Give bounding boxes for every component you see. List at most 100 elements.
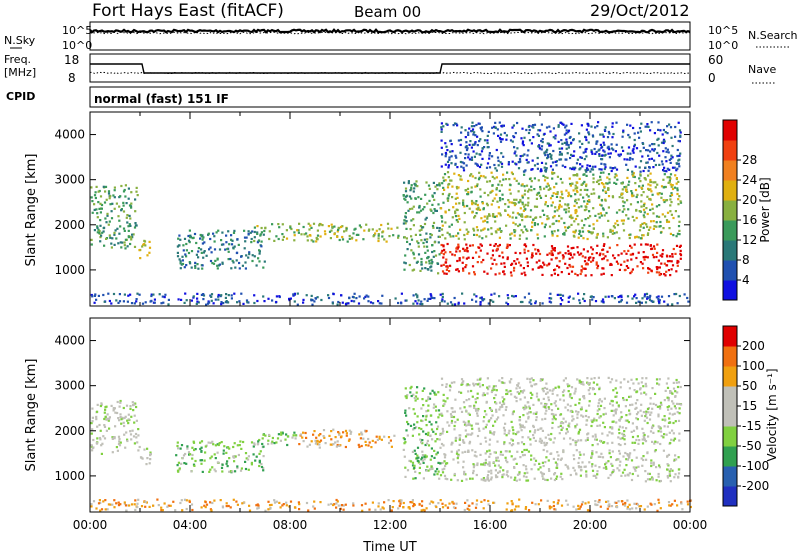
- velocity-cell-1694: [552, 415, 555, 418]
- power-cell-1154: [553, 172, 556, 175]
- power-cell-1997: [445, 145, 448, 148]
- power-cell-930: [589, 256, 592, 259]
- velocity-cell-1875: [211, 501, 214, 505]
- power-cell-1665: [561, 197, 564, 200]
- power-cell-65: [110, 217, 114, 220]
- velocity-cell-1934: [119, 503, 122, 506]
- power-cell-1196: [463, 233, 466, 237]
- power-cell-190: [209, 237, 212, 241]
- velocity-cell-248: [220, 466, 224, 469]
- velocity-cell-86: [135, 405, 138, 409]
- velocity-cell-401: [388, 441, 391, 445]
- velocity-cell-1411: [655, 378, 659, 381]
- velocity-cell-1447: [654, 440, 657, 443]
- power-cell-91: [122, 204, 125, 207]
- velocity-cell-1817: [236, 503, 239, 506]
- power-cell-307: [217, 264, 220, 267]
- velocity-cell-943: [490, 469, 493, 472]
- velocity-cell-1749: [169, 504, 172, 507]
- power-cell-1932: [575, 162, 579, 165]
- velocity-cell-1494: [619, 437, 622, 440]
- power-cell-94: [106, 214, 109, 217]
- power-cell-1800: [475, 200, 478, 203]
- power-cell-131: [99, 202, 102, 205]
- velocity-cell-1214: [503, 441, 506, 444]
- power-cell-2619: [340, 294, 343, 297]
- power-cell-1320: [637, 236, 640, 239]
- power-cell-511: [417, 196, 420, 199]
- velocity-cell-975: [491, 432, 494, 435]
- velocity-cell-2048: [483, 499, 486, 502]
- velocity-cell-1112: [657, 430, 660, 433]
- velocity-colorbar-segment-5: [723, 386, 737, 407]
- velocity-cell-231: [191, 446, 194, 449]
- power-cell-61: [133, 226, 137, 229]
- power-cell-2616: [262, 295, 265, 298]
- power-cell-2057: [440, 146, 443, 149]
- velocity-cell-1998: [515, 505, 518, 508]
- velocity-cell-219: [234, 455, 237, 458]
- velocity-cell-1710: [441, 427, 444, 430]
- power-cell-294: [249, 231, 252, 234]
- velocity-cell-520: [425, 415, 428, 418]
- power-cell-1483: [600, 204, 603, 207]
- velocity-cell-1257: [668, 412, 671, 415]
- velocity-cell-1131: [510, 444, 513, 447]
- velocity-cell-715: [548, 469, 551, 472]
- velocity-cell-680: [488, 464, 491, 467]
- power-cell-194: [201, 267, 204, 270]
- power-cell-537: [430, 233, 433, 237]
- velocity-cell-665: [490, 472, 493, 475]
- velocity-cell-1540: [615, 391, 619, 394]
- power-cell-1529: [488, 214, 491, 217]
- velocity-cell-475: [421, 450, 424, 453]
- power-cell-2437: [217, 298, 220, 301]
- velocity-cell-1036: [470, 433, 473, 436]
- velocity-cell-879: [605, 461, 608, 464]
- power-cell-2148: [511, 140, 514, 143]
- power-cell-2121: [567, 129, 571, 132]
- power-cell-944: [440, 251, 443, 254]
- velocity-cell-1198: [475, 422, 478, 425]
- power-cell-80: [125, 202, 128, 205]
- power-cell-79: [126, 214, 129, 217]
- power-cell-1783: [575, 202, 578, 205]
- velocity-cell-1747: [669, 441, 672, 445]
- power-cell-2055: [491, 155, 494, 158]
- velocity-cell-2007: [552, 501, 555, 504]
- power-cell-1431: [586, 188, 589, 192]
- power-cell-2410: [643, 293, 647, 296]
- velocity-cell-1743: [523, 408, 526, 411]
- power-cell-1901: [540, 123, 543, 126]
- velocity-cell-341: [360, 431, 363, 434]
- velocity-cell-776: [630, 459, 634, 462]
- power-cell-2279: [470, 156, 473, 159]
- power-cell-1520: [627, 183, 630, 186]
- velocity-cell-353: [375, 435, 378, 438]
- velocity-cell-1548: [533, 431, 536, 434]
- power-cell-2376: [549, 165, 553, 168]
- velocity-cell-1026: [621, 426, 624, 429]
- power-cell-2300: [626, 123, 629, 126]
- power-cell-92: [129, 217, 132, 220]
- freq-tick-bottom: 8: [68, 71, 76, 85]
- velocity-cell-1200: [602, 413, 605, 416]
- velocity-cell-26: [104, 408, 107, 411]
- power-cell-1348: [642, 191, 645, 194]
- power-cell-1836: [588, 164, 591, 168]
- velocity-cell-104: [105, 418, 108, 421]
- power-cell-1943: [545, 126, 549, 129]
- velocity-cell-1124: [532, 436, 535, 440]
- power-cell-1632: [551, 172, 554, 175]
- velocity-cell-1738: [599, 439, 602, 442]
- velocity-cell-1550: [532, 434, 535, 437]
- power-cell-568: [438, 184, 441, 187]
- power-cell-2167: [629, 152, 632, 155]
- velocity-cell-870: [636, 474, 640, 477]
- power-cell-1496: [604, 190, 607, 193]
- velocity-cell-1451: [485, 423, 488, 426]
- velocity-cell-1946: [617, 500, 620, 503]
- velocity-cell-348: [364, 429, 367, 432]
- power-cell-909: [494, 243, 497, 246]
- power-cell-2490: [687, 300, 690, 303]
